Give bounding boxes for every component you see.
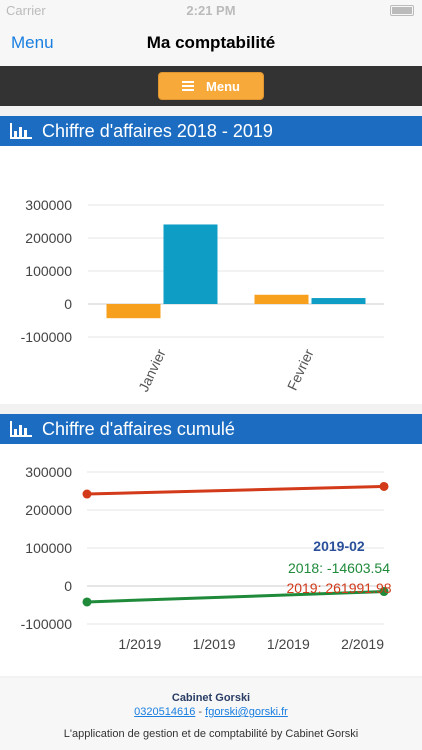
menu-button-label: Menu bbox=[206, 78, 240, 94]
data-point bbox=[82, 597, 92, 607]
bar bbox=[106, 304, 161, 319]
clock: 2:21 PM bbox=[186, 3, 236, 18]
contact-separator: - bbox=[198, 706, 203, 718]
revenue-chart-title: Chiffre d'affaires 2018 - 2019 bbox=[42, 120, 273, 141]
data-point bbox=[379, 587, 389, 597]
y-tick-label: 100000 bbox=[25, 263, 72, 279]
y-tick-label: 0 bbox=[64, 296, 72, 312]
status-bar: Carrier 2:21 PM bbox=[0, 0, 422, 20]
menu-button[interactable]: Menu bbox=[158, 72, 264, 100]
y-tick-label: -100000 bbox=[21, 329, 73, 345]
y-tick-label: 200000 bbox=[25, 230, 72, 246]
x-tick-label: 2/2019 bbox=[341, 636, 384, 652]
y-tick-label: 300000 bbox=[25, 464, 72, 480]
x-tick-label: 1/2019 bbox=[267, 636, 310, 652]
y-tick-label: 200000 bbox=[25, 502, 72, 518]
bar-chart-icon bbox=[10, 123, 32, 139]
carrier-label: Carrier bbox=[6, 3, 46, 18]
bar bbox=[254, 294, 309, 304]
email-link[interactable]: fgorski@gorski.fr bbox=[205, 706, 288, 718]
phone-link[interactable]: 0320514616 bbox=[134, 706, 196, 718]
footer-tagline: L'application de gestion et de comptabil… bbox=[63, 728, 359, 740]
footer: Cabinet Gorski 0320514616 - fgorski@gors… bbox=[0, 678, 422, 750]
y-tick-label: 0 bbox=[64, 578, 72, 594]
revenue-chart-panel: Chiffre d'affaires 2018 - 2019 300000 200… bbox=[0, 116, 422, 404]
x-tick-label: Janvier bbox=[135, 346, 169, 394]
y-tick-label: -100000 bbox=[21, 616, 73, 632]
y-tick-label: 300000 bbox=[25, 197, 72, 213]
tooltip-header: 2019-02 bbox=[313, 538, 365, 554]
revenue-bar-chart: 300000 200000 100000 0 -100000 Janvier Fevrier bbox=[21, 197, 384, 394]
page-title: Ma comptabilité bbox=[146, 33, 276, 52]
data-point bbox=[82, 489, 92, 499]
bar bbox=[311, 298, 366, 304]
cumulative-chart-title: Chiffre d'affaires cumulé bbox=[42, 418, 235, 439]
cumulative-chart-header: Chiffre d'affaires cumulé bbox=[0, 414, 422, 444]
bar bbox=[163, 224, 218, 304]
back-menu-button[interactable]: Menu bbox=[11, 33, 54, 52]
tooltip-2018: 2018: -14603.54 bbox=[288, 560, 390, 576]
footer-company: Cabinet Gorski bbox=[171, 692, 251, 704]
tooltip-2019: 2019: 261991.98 bbox=[286, 580, 391, 596]
menu-bar: Menu bbox=[0, 66, 422, 106]
cumulative-chart-panel: Chiffre d'affaires cumulé 300000 200000 10… bbox=[0, 414, 422, 676]
navigation-bar: Menu Ma comptabilité bbox=[0, 20, 422, 66]
x-tick-label: 1/2019 bbox=[118, 636, 161, 652]
footer-contacts: 0320514616 - fgorski@gorski.fr bbox=[0, 706, 422, 718]
x-tick-label: 1/2019 bbox=[193, 636, 236, 652]
revenue-chart-header: Chiffre d'affaires 2018 - 2019 bbox=[0, 116, 422, 146]
data-point bbox=[379, 481, 389, 491]
y-tick-label: 100000 bbox=[25, 540, 72, 556]
x-tick-label: Fevrier bbox=[284, 346, 317, 393]
bar-chart-icon bbox=[10, 421, 32, 437]
hamburger-icon bbox=[182, 81, 195, 91]
series-line bbox=[86, 484, 385, 496]
cumulative-line-chart: 300000 200000 100000 0 -100000 1/2019 1/2019 1/… bbox=[21, 464, 392, 652]
series-line bbox=[86, 590, 385, 604]
battery-icon bbox=[390, 5, 414, 16]
